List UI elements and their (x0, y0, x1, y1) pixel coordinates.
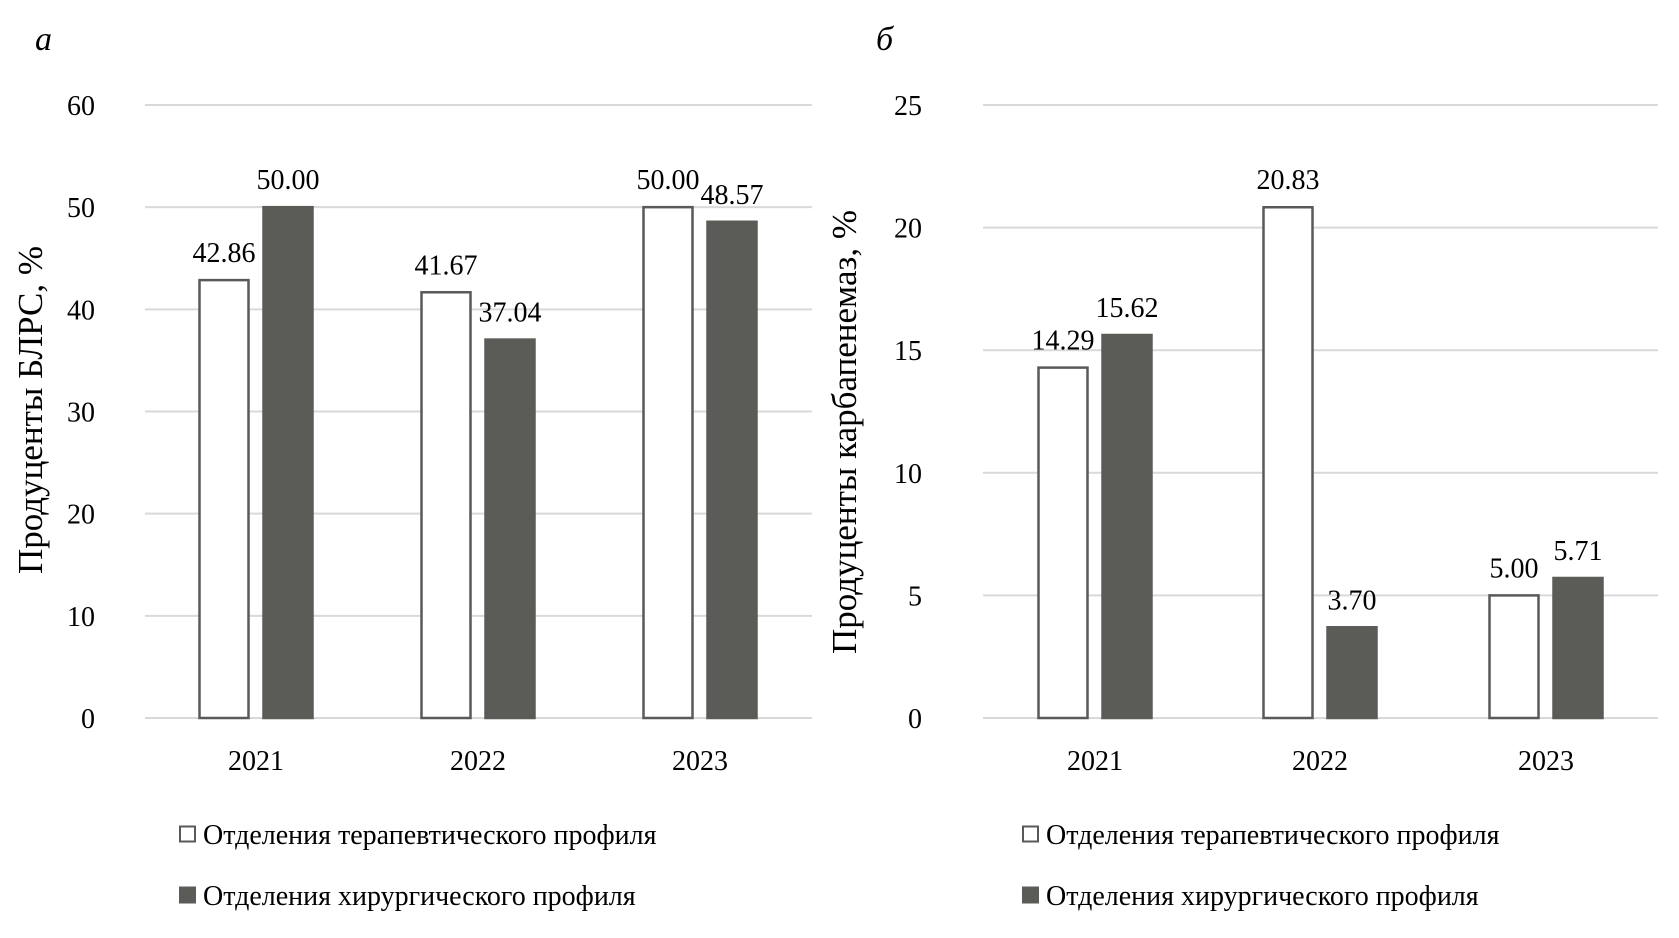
x-tick-label: 2022 (1292, 746, 1348, 777)
y-tick-label: 60 (67, 91, 95, 122)
data-label: 15.62 (1096, 293, 1159, 324)
y-tick-label: 5 (908, 581, 922, 612)
y-tick-label: 0 (81, 704, 95, 735)
bar-therapeutic-2021 (1037, 366, 1089, 720)
legend-label: Отделения терапевтического профиля (1046, 820, 1500, 851)
bar-surgical-2022 (1326, 626, 1378, 720)
y-tick-label: 10 (67, 602, 95, 633)
data-label: 50.00 (257, 165, 320, 196)
y-tick-label: 20 (67, 500, 95, 531)
y-tick-label: 30 (67, 398, 95, 429)
y-tick-label: 25 (894, 91, 922, 122)
y-tick-label: 40 (67, 295, 95, 326)
y-axis-title: Продуценты карбапенемаз, % (825, 210, 864, 654)
legend-swatch-surgical (1022, 886, 1039, 904)
data-label: 14.29 (1032, 326, 1095, 357)
y-axis-title: Продуценты БЛРС, % (11, 246, 50, 574)
y-tick-label: 0 (908, 704, 922, 735)
bar-surgical-2023 (1552, 576, 1604, 720)
x-tick-label: 2022 (450, 746, 506, 777)
data-label: 42.86 (193, 238, 256, 269)
data-label: 41.67 (415, 250, 478, 281)
data-label: 50.00 (637, 165, 700, 196)
y-tick-label: 10 (894, 459, 922, 490)
bar-therapeutic-2023 (1488, 594, 1540, 720)
data-label: 3.70 (1328, 585, 1377, 616)
y-tick-label: 50 (67, 193, 95, 224)
panel-letter: б (876, 21, 895, 58)
bar-therapeutic-2022 (420, 291, 472, 720)
bar-surgical-2021 (262, 205, 314, 720)
legend-label: Отделения хирургического профиля (203, 881, 636, 912)
x-tick-label: 2021 (228, 746, 284, 777)
legend-swatch-therapeutic (1022, 825, 1039, 843)
y-tick-label: 20 (894, 214, 922, 245)
x-tick-label: 2023 (672, 746, 728, 777)
data-label: 5.71 (1554, 536, 1603, 567)
bar-surgical-2023 (706, 220, 758, 720)
bar-therapeutic-2023 (642, 205, 694, 720)
legend-label: Отделения терапевтического профиля (203, 820, 657, 851)
x-tick-label: 2023 (1518, 746, 1574, 777)
data-label: 5.00 (1490, 553, 1539, 584)
y-tick-label: 15 (894, 336, 922, 367)
panel-letter: а (35, 21, 52, 58)
legend-swatch-surgical (179, 886, 196, 904)
bar-surgical-2021 (1101, 333, 1153, 720)
bar-therapeutic-2022 (1262, 205, 1314, 720)
data-label: 20.83 (1257, 165, 1320, 196)
x-tick-label: 2021 (1067, 746, 1123, 777)
data-label: 37.04 (479, 298, 542, 329)
bar-therapeutic-2021 (198, 278, 250, 720)
legend-swatch-therapeutic (179, 825, 196, 843)
bar-surgical-2022 (484, 338, 536, 720)
legend-label: Отделения хирургического профиля (1046, 881, 1479, 912)
data-label: 48.57 (701, 180, 764, 211)
